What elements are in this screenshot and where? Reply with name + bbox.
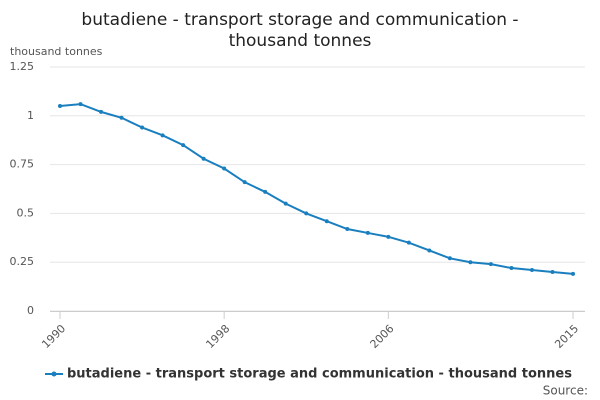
- point: [201, 156, 206, 161]
- point: [181, 143, 186, 148]
- point: [119, 115, 124, 120]
- y-tick-label: 0.25: [10, 255, 35, 268]
- point: [58, 104, 62, 109]
- point: [386, 234, 391, 239]
- x-tick-label: 1990: [39, 322, 68, 351]
- line: [59, 103, 574, 275]
- point: [99, 109, 104, 114]
- point: [78, 102, 83, 107]
- y-tick-label: 0: [27, 304, 34, 317]
- point: [509, 266, 514, 271]
- point: [447, 256, 452, 261]
- point: [550, 269, 555, 274]
- point: [345, 227, 350, 232]
- y-tick-label: 0.5: [17, 206, 35, 219]
- point: [160, 133, 165, 138]
- point: [406, 240, 411, 245]
- y-tick-label: 0.75: [10, 158, 35, 171]
- x-tick-label: 2015: [552, 322, 581, 351]
- x-tick-label: 2006: [368, 322, 397, 351]
- chart-title: butadiene - transport storage and commun…: [81, 10, 518, 51]
- x-tick-label: 1998: [203, 322, 232, 351]
- legend-label: butadiene - transport storage and commun…: [67, 367, 572, 382]
- point: [488, 262, 493, 267]
- point: [222, 166, 227, 171]
- point: [140, 125, 145, 130]
- y-axis-label: thousand tonnes: [10, 45, 103, 58]
- y-tick-label: 1: [27, 109, 34, 122]
- point: [427, 248, 432, 253]
- point: [571, 271, 575, 276]
- point: [263, 189, 268, 194]
- source: Source:: [543, 384, 588, 398]
- point: [242, 180, 247, 185]
- legend-swatch-dot: [51, 371, 57, 377]
- point: [365, 230, 370, 235]
- point: [324, 219, 329, 224]
- point: [283, 201, 288, 206]
- point: [468, 260, 473, 265]
- point: [304, 211, 309, 216]
- point: [529, 268, 534, 273]
- y-tick-label: 1.25: [10, 60, 35, 73]
